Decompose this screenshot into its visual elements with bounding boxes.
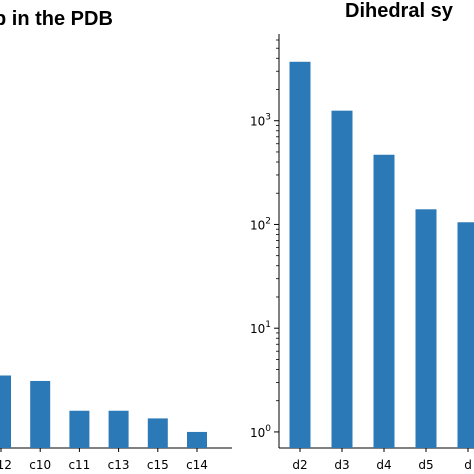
y-tick-label: 100 bbox=[250, 424, 271, 440]
bar-d5 bbox=[415, 209, 437, 448]
y-tick-label: 101 bbox=[250, 320, 271, 336]
x-tick-label-c11: c11 bbox=[68, 458, 90, 472]
left-chart-title: p in the PDB bbox=[0, 8, 113, 30]
bar-c13 bbox=[108, 410, 129, 448]
x-tick-label-c12: c12 bbox=[0, 458, 12, 472]
x-tick-label-c10: c10 bbox=[29, 458, 51, 472]
x-tick-label-d: d bbox=[464, 458, 472, 472]
y-tick-label: 102 bbox=[250, 216, 271, 232]
x-tick-label-c15: c15 bbox=[147, 458, 169, 472]
bar-c10 bbox=[30, 380, 51, 448]
bar-c11 bbox=[69, 410, 90, 448]
x-tick-label-d2: d2 bbox=[292, 458, 307, 472]
x-tick-label-d5: d5 bbox=[418, 458, 433, 472]
bar-d4 bbox=[373, 154, 395, 448]
bar-c15 bbox=[147, 418, 168, 448]
bar-c12 bbox=[0, 375, 11, 448]
x-tick-label-c14: c14 bbox=[186, 458, 208, 472]
bar-d3 bbox=[331, 110, 353, 449]
bar-c14 bbox=[187, 431, 207, 448]
x-tick-label-c13: c13 bbox=[108, 458, 130, 472]
bar-d2 bbox=[289, 61, 311, 449]
bar-d bbox=[457, 222, 474, 448]
right-chart-title: Dihedral sy bbox=[345, 0, 454, 22]
right-plot-area: 100 101 102 103 d2 d3 d4 d5 d bbox=[250, 34, 474, 472]
y-tick-label: 103 bbox=[250, 113, 271, 129]
x-tick-label-d4: d4 bbox=[376, 458, 391, 472]
left-plot-area: c12 c10 c11 c13 c15 c14 bbox=[0, 375, 232, 472]
x-tick-label-d3: d3 bbox=[334, 458, 349, 472]
